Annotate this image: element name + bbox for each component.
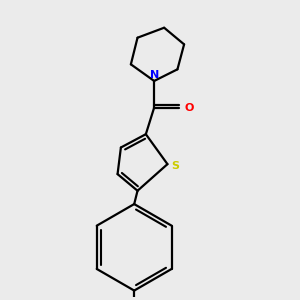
Text: N: N xyxy=(149,70,159,80)
Text: O: O xyxy=(184,103,194,112)
Text: S: S xyxy=(172,161,180,171)
